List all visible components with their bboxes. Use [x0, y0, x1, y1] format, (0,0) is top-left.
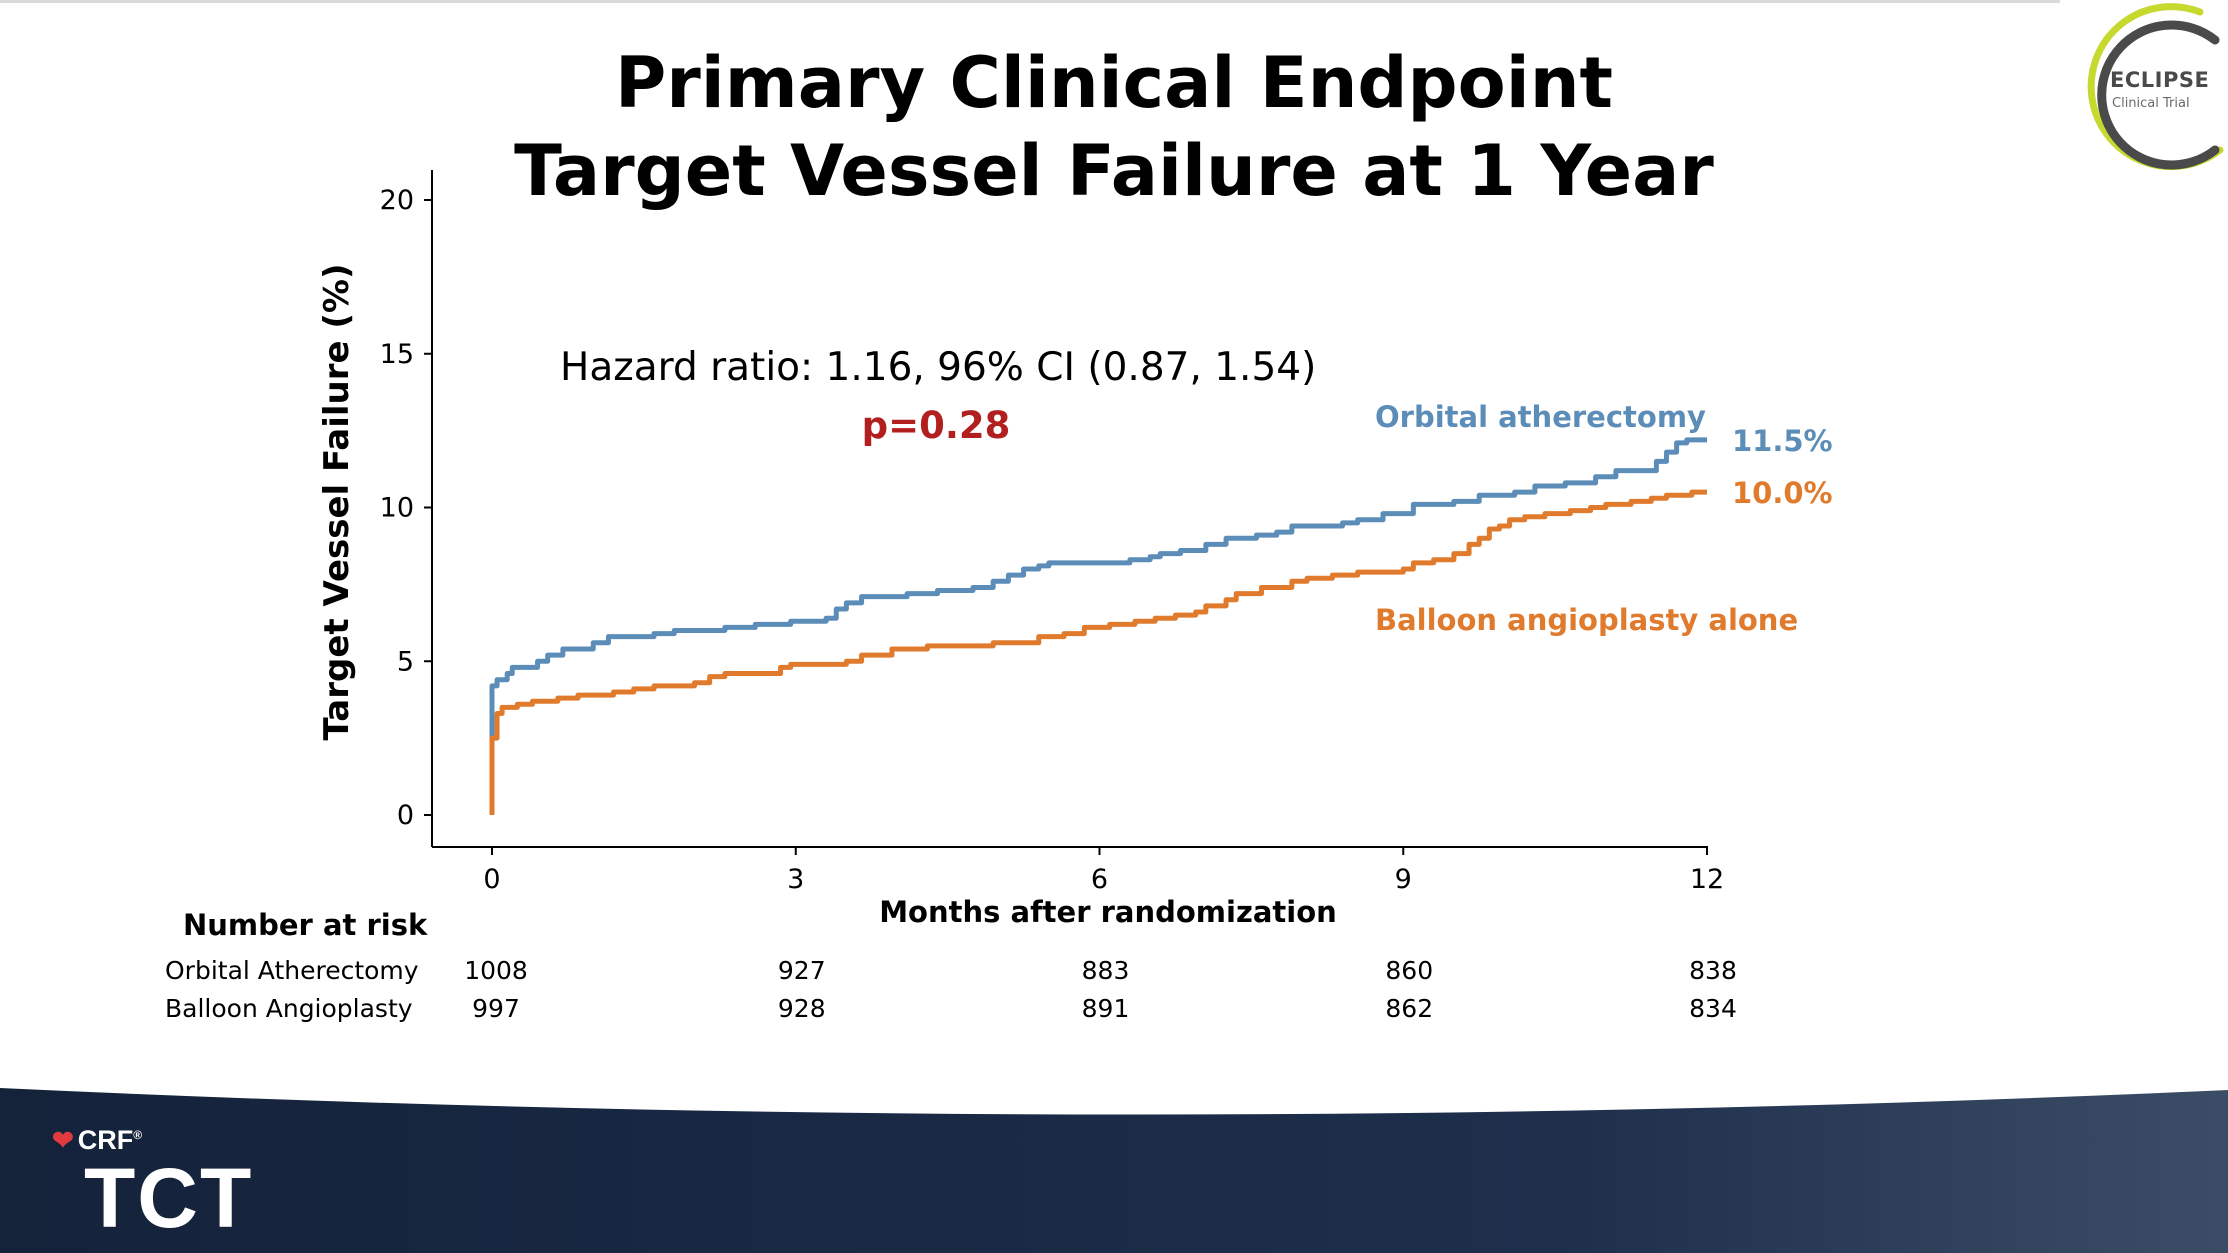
crf-logo: ❤ CRF®	[52, 1125, 143, 1155]
risk-cell: 927	[777, 956, 826, 985]
eclipse-logo-title: ECLIPSE	[2110, 68, 2210, 92]
crf-logo-text: CRF	[77, 1125, 134, 1155]
series-name-orbital: Orbital atherectomy	[1375, 400, 1706, 434]
top-divider	[0, 0, 2060, 3]
tct-logo: TCT	[84, 1151, 254, 1245]
risk-row-label: Balloon Angioplasty	[165, 994, 413, 1023]
y-axis-label: Target Vessel Failure (%)	[317, 263, 357, 740]
chart-labels: Months after randomization Target Vessel …	[317, 263, 1833, 929]
km-curve-orbital	[489, 437, 1707, 815]
p-value-annotation: p=0.28	[862, 404, 1011, 447]
risk-cell: 834	[1689, 994, 1737, 1023]
y-tick-label: 20	[380, 185, 414, 216]
x-tick-label: 3	[787, 864, 804, 895]
risk-cell: 838	[1689, 956, 1737, 985]
risk-cell: 883	[1081, 956, 1130, 985]
risk-row-label: Orbital Atherectomy	[165, 956, 419, 985]
heart-icon: ❤	[52, 1125, 74, 1155]
risk-cell: 860	[1385, 956, 1434, 985]
x-tick-label: 12	[1690, 864, 1724, 895]
y-tick-label: 10	[380, 493, 414, 524]
footer-background	[0, 1088, 2228, 1253]
y-tick-label: 5	[397, 646, 414, 677]
x-tick-label: 6	[1091, 864, 1108, 895]
km-chart: 0 5 10 15 20 0 3 6 9 12 Months after randomizatio…	[317, 170, 1833, 929]
x-axis-label: Months after randomization	[879, 895, 1337, 929]
eclipse-ring-icon	[2087, 3, 2224, 171]
series-name-balloon: Balloon angioplasty alone	[1375, 603, 1798, 637]
risk-cell: 862	[1385, 994, 1434, 1023]
risk-cell: 891	[1081, 994, 1130, 1023]
km-curve-balloon	[489, 489, 1707, 815]
eclipse-logo: ECLIPSE Clinical Trial	[2050, 0, 2228, 175]
x-tick-label: 9	[1395, 864, 1412, 895]
end-label-orbital: 11.5%	[1732, 424, 1833, 458]
title-line-1: Primary Clinical Endpoint	[614, 42, 1614, 124]
chart-series	[489, 437, 1707, 815]
x-tick-label: 0	[483, 864, 500, 895]
hazard-ratio-annotation: Hazard ratio: 1.16, 96% CI (0.87, 1.54)	[560, 345, 1316, 390]
y-tick-label: 0	[397, 800, 414, 831]
title-line-2: Target Vessel Failure at 1 Year	[514, 130, 1714, 212]
risk-cell: 997	[472, 994, 520, 1023]
risk-cell: 1008	[464, 956, 528, 985]
y-tick-label: 15	[380, 339, 414, 370]
footer-banner	[0, 1080, 2228, 1253]
risk-table-title: Number at risk	[183, 908, 428, 942]
risk-cell: 928	[777, 994, 826, 1023]
chart-axes: 0 5 10 15 20 0 3 6 9 12	[380, 170, 1724, 895]
eclipse-logo-subtitle: Clinical Trial	[2112, 96, 2190, 111]
end-label-balloon: 10.0%	[1732, 476, 1833, 510]
